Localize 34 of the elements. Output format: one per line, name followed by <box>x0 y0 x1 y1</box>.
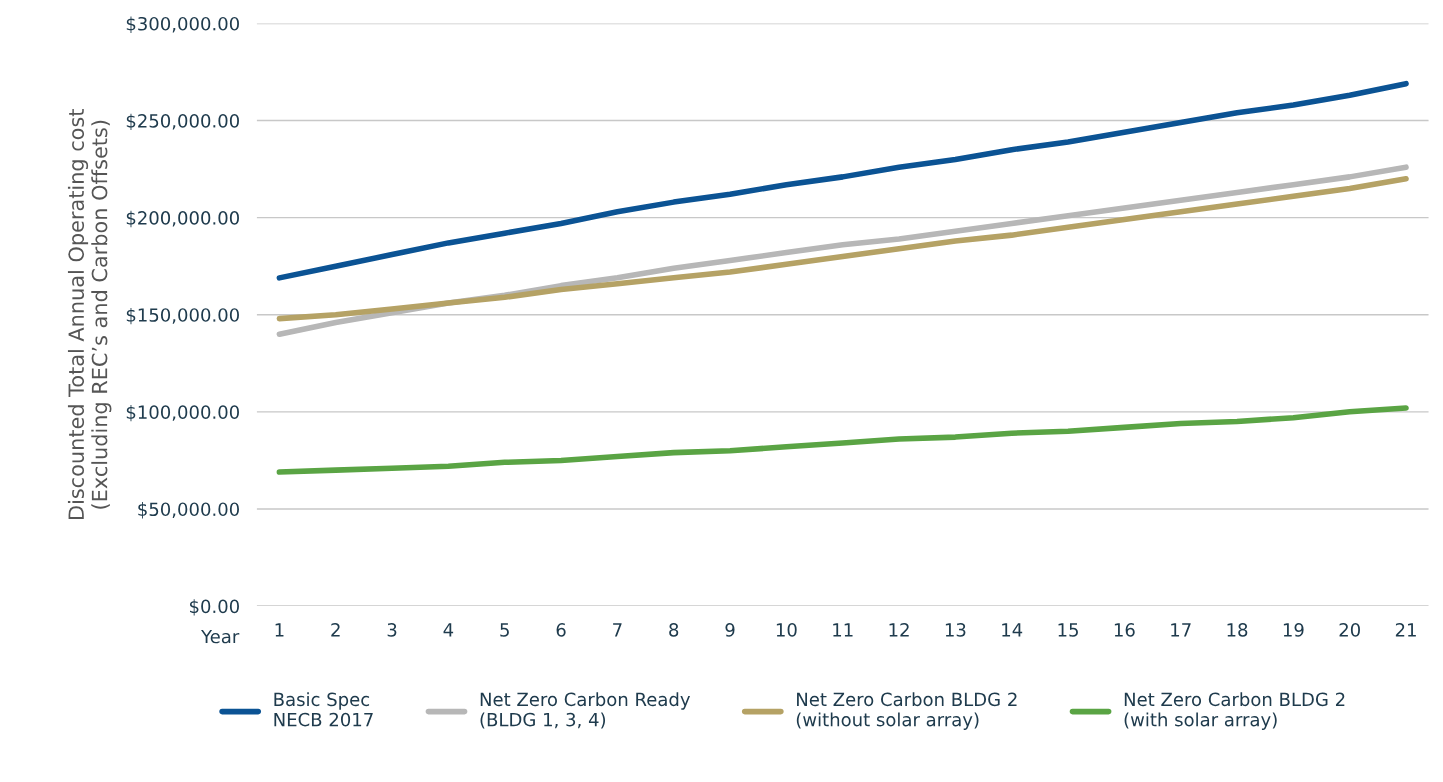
x-tick-label: 2 <box>331 623 340 637</box>
x-tick-label: 21 <box>1395 623 1416 637</box>
x-tick-label: 3 <box>387 623 397 637</box>
legend-label: Basic Spec NECB 2017 <box>274 692 373 727</box>
x-tick-label: 16 <box>1114 623 1135 637</box>
x-tick-label: 4 <box>443 623 454 637</box>
x-tick-label: 13 <box>945 623 966 637</box>
x-tick-label: 9 <box>725 623 735 637</box>
x-tick-label: 6 <box>556 623 566 637</box>
x-tick-label: 12 <box>889 623 909 637</box>
y-axis-title: Discounted Total Annual Operating cost (Excluding REC’s and Carbon Offsets) <box>67 109 112 519</box>
x-tick-label: 15 <box>1058 623 1078 637</box>
y-tick-label: $200,000.00 <box>126 210 239 228</box>
x-tick-label: 18 <box>1227 623 1248 637</box>
y-tick-label: $50,000.00 <box>138 502 239 519</box>
y-tick-label: $300,000.00 <box>126 16 239 33</box>
y-tick-label: $150,000.00 <box>126 307 239 325</box>
x-axis-title: Year <box>201 629 240 644</box>
x-tick-label: 1 <box>275 623 284 637</box>
y-tick-label: $250,000.00 <box>126 113 239 131</box>
x-tick-label: 7 <box>613 623 622 637</box>
x-tick-label: 19 <box>1283 623 1304 637</box>
x-tick-label: 11 <box>833 623 853 637</box>
y-tick-label: $100,000.00 <box>126 404 239 422</box>
x-tick-label: 17 <box>1171 623 1191 637</box>
y-tick-label: $0.00 <box>190 599 239 616</box>
x-tick-label: 14 <box>1002 623 1023 637</box>
x-tick-label: 10 <box>776 623 797 637</box>
x-tick-label: 20 <box>1339 623 1360 637</box>
x-tick-label: 8 <box>669 623 679 637</box>
legend-label: Net Zero Carbon BLDG 2 (with solar array) <box>1124 692 1345 730</box>
x-tick-label: 5 <box>500 623 509 637</box>
legend-label: Net Zero Carbon Ready (BLDG 1, 3, 4) <box>480 692 691 729</box>
legend-label: Net Zero Carbon BLDG 2 (without solar array) <box>796 692 1017 730</box>
